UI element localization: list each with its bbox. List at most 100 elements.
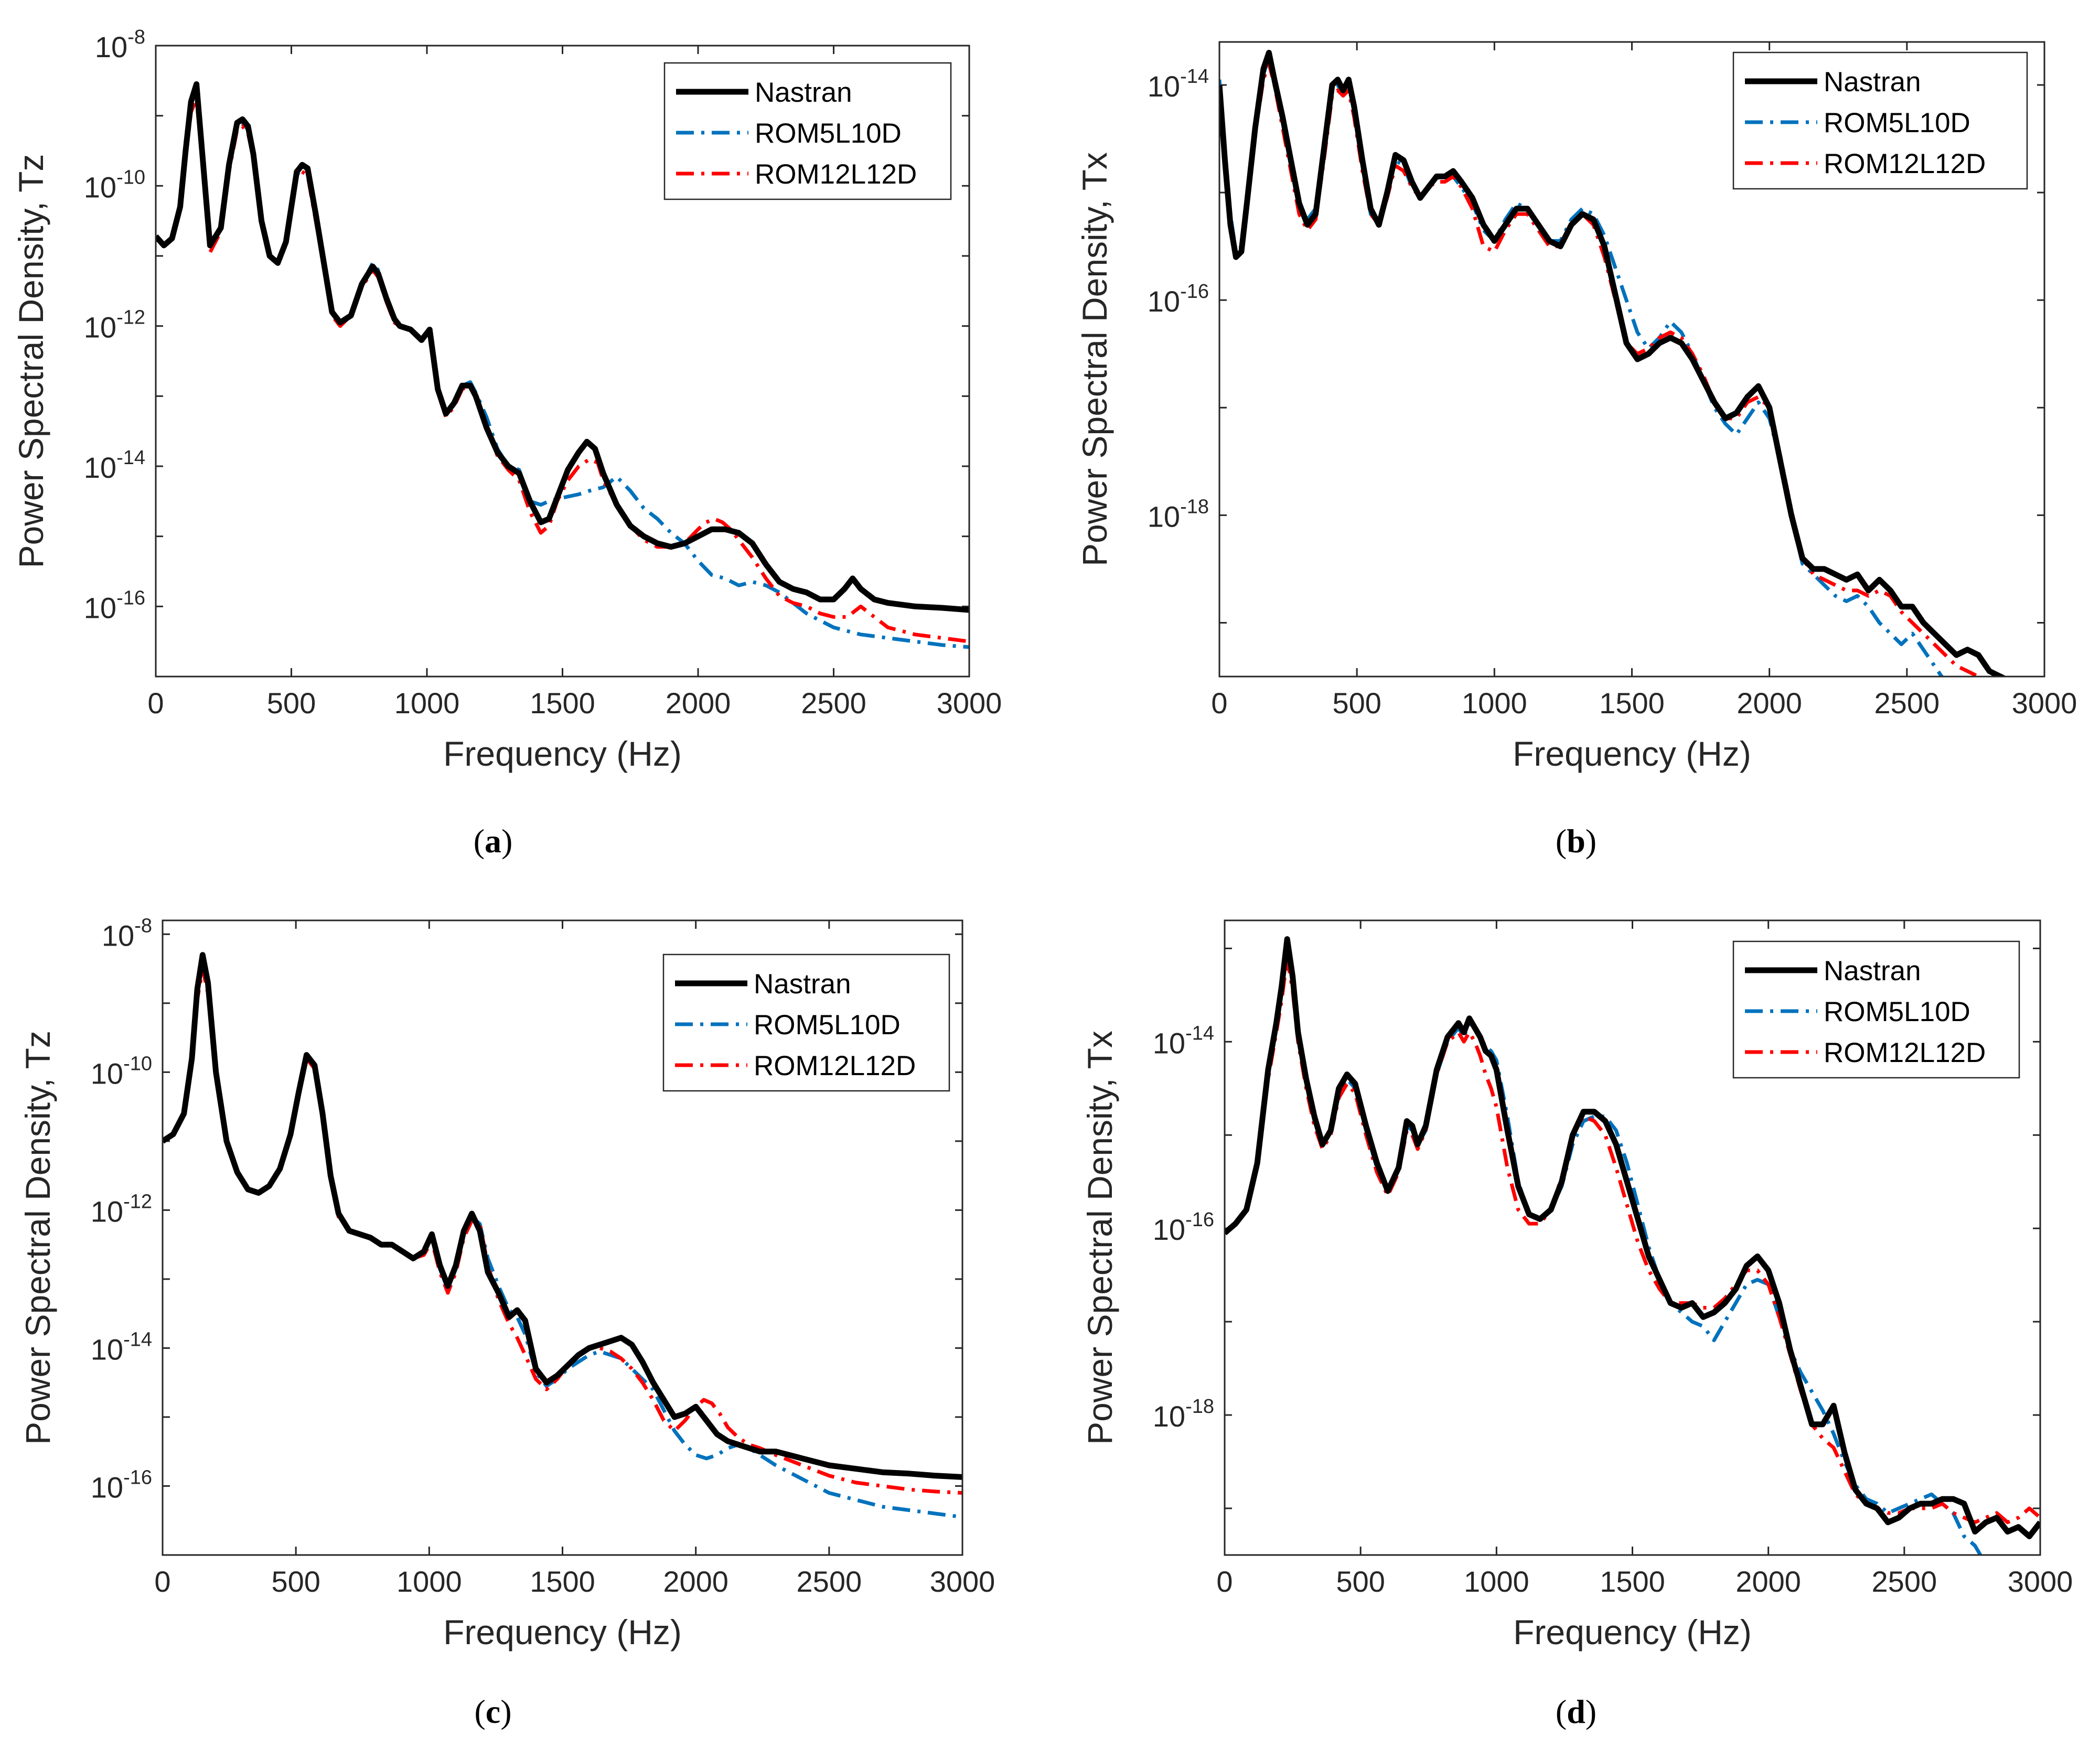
legend: Nastran ROM5L10D ROM12L12D (1732, 940, 2020, 1079)
y-tick-label: 10-14 (91, 1328, 152, 1366)
legend-label: ROM5L10D (1824, 996, 1970, 1027)
y-tick-exponent: -8 (134, 915, 152, 937)
y-tick-exponent: -16 (1185, 1209, 1214, 1231)
y-tick-label: 10-10 (84, 166, 145, 203)
y-tick-base: 10 (91, 1057, 123, 1090)
y-tick-base: 10 (84, 170, 116, 203)
x-tick-label: 1000 (394, 687, 460, 720)
y-tick-label: 10-12 (84, 307, 145, 344)
x-tick-label: 1500 (1600, 1565, 1665, 1598)
y-tick-base: 10 (1153, 1400, 1185, 1433)
x-tick-label: 2500 (797, 1565, 862, 1598)
plot-frame (155, 45, 970, 678)
y-tick-exponent: -14 (123, 1328, 152, 1350)
caption-paren: ) (500, 1693, 511, 1730)
caption-paren: ( (474, 1693, 485, 1730)
series-group (156, 81, 969, 649)
caption-letter: c (486, 1693, 500, 1730)
x-tick-label: 2500 (801, 687, 866, 720)
legend-label: ROM12L12D (1824, 1037, 1986, 1068)
legend-label: ROM12L12D (755, 159, 917, 190)
legend-label: ROM5L10D (754, 1010, 901, 1041)
caption-letter: a (485, 822, 501, 860)
y-tick-exponent: -18 (1180, 496, 1209, 518)
x-tick-label: 2500 (1872, 1565, 1937, 1598)
caption-paren: ) (501, 822, 512, 860)
legend: Nastran ROM5L10D ROM12L12D (662, 953, 950, 1092)
y-tick-base: 10 (1153, 1213, 1185, 1246)
panel-b: 0 500 1000 1500 2000 2500 300010-1410-1610-18F… (1075, 41, 2077, 860)
x-tick-label: 0 (1211, 687, 1227, 720)
y-tick-label: 10-14 (1153, 1022, 1214, 1059)
x-tick-label: 2500 (1874, 687, 1940, 720)
y-tick-base: 10 (1148, 285, 1180, 318)
panel-caption: (b) (1556, 822, 1597, 860)
legend-label: Nastran (755, 77, 852, 108)
y-tick-label: 10-16 (1153, 1209, 1214, 1246)
x-axis-label: Frequency (Hz) (443, 734, 682, 773)
y-tick-base: 10 (91, 1195, 123, 1228)
x-tick-label: 2000 (666, 687, 731, 720)
legend-label: ROM5L10D (755, 118, 902, 149)
panel-caption: (d) (1556, 1693, 1597, 1730)
x-tick-label: 500 (271, 1565, 320, 1598)
y-tick-label: 10-16 (1148, 281, 1209, 318)
caption-paren: ( (1556, 1693, 1567, 1730)
x-tick-label: 3000 (930, 1565, 995, 1598)
y-tick-base: 10 (1153, 1026, 1185, 1059)
caption-paren: ( (1556, 822, 1567, 860)
y-tick-exponent: -16 (1180, 281, 1209, 303)
caption-paren: ) (1585, 822, 1597, 860)
x-tick-label: 2000 (1735, 1565, 1801, 1598)
series-group (1225, 936, 2040, 1555)
panel-caption: (a) (474, 822, 513, 860)
x-tick-label: 3000 (2008, 1565, 2073, 1598)
y-axis-label: Power Spectral Density, Tx (1075, 152, 1114, 566)
y-tick-label: 10-16 (84, 587, 145, 624)
y-tick-exponent: -10 (116, 166, 145, 188)
y-axis-label: Power Spectral Density, Tx (1080, 1031, 1119, 1445)
x-tick-label: 1000 (1462, 687, 1527, 720)
y-axis-label: Power Spectral Density, Tz (12, 154, 50, 569)
y-tick-exponent: -14 (1185, 1022, 1214, 1044)
y-tick-base: 10 (91, 1471, 123, 1504)
x-tick-label: 1500 (1599, 687, 1665, 720)
series-group (163, 952, 962, 1519)
caption-paren: ) (1585, 1693, 1597, 1730)
y-tick-label: 10-8 (95, 26, 145, 63)
y-tick-base: 10 (102, 919, 134, 952)
x-axis-label: Frequency (Hz) (443, 1613, 682, 1652)
legend-label: ROM12L12D (754, 1050, 916, 1081)
plot-frame (1224, 919, 2041, 1556)
x-tick-label: 3000 (937, 687, 1002, 720)
y-tick-base: 10 (91, 1333, 123, 1366)
legend: Nastran ROM5L10D ROM12L12D (663, 62, 952, 200)
x-axis-label: Frequency (Hz) (1513, 734, 1751, 773)
y-tick-base: 10 (1148, 70, 1180, 103)
x-tick-label: 0 (154, 1565, 170, 1598)
legend: Nastran ROM5L10D ROM12L12D (1732, 51, 2028, 190)
x-tick-label: 500 (267, 687, 316, 720)
x-tick-label: 3000 (2012, 687, 2077, 720)
y-tick-label: 10-16 (91, 1466, 152, 1504)
x-tick-label: 0 (147, 687, 164, 720)
y-tick-base: 10 (95, 30, 127, 63)
legend-label: Nastran (754, 969, 851, 1000)
y-tick-label: 10-14 (84, 447, 145, 484)
series-line-nastran (1219, 50, 2007, 677)
y-tick-label: 10-12 (91, 1191, 152, 1228)
y-tick-exponent: -8 (127, 26, 145, 48)
y-tick-exponent: -12 (116, 307, 145, 329)
y-tick-base: 10 (84, 591, 116, 624)
x-tick-label: 1500 (530, 1565, 595, 1598)
x-tick-label: 1000 (1464, 1565, 1529, 1598)
x-tick-label: 1500 (530, 687, 595, 720)
panel-a: 0 500 1000 1500 2000 2500 300010-810-1010-1210… (12, 26, 1002, 860)
y-axis-label: Power Spectral Density, Tz (18, 1031, 57, 1445)
y-tick-label: 10-18 (1153, 1396, 1214, 1433)
caption-paren: ( (474, 822, 485, 860)
panel-c: 0 500 1000 1500 2000 2500 300010-810-1010-1210… (18, 915, 995, 1730)
y-tick-base: 10 (84, 451, 116, 484)
y-tick-label: 10-10 (91, 1053, 152, 1090)
